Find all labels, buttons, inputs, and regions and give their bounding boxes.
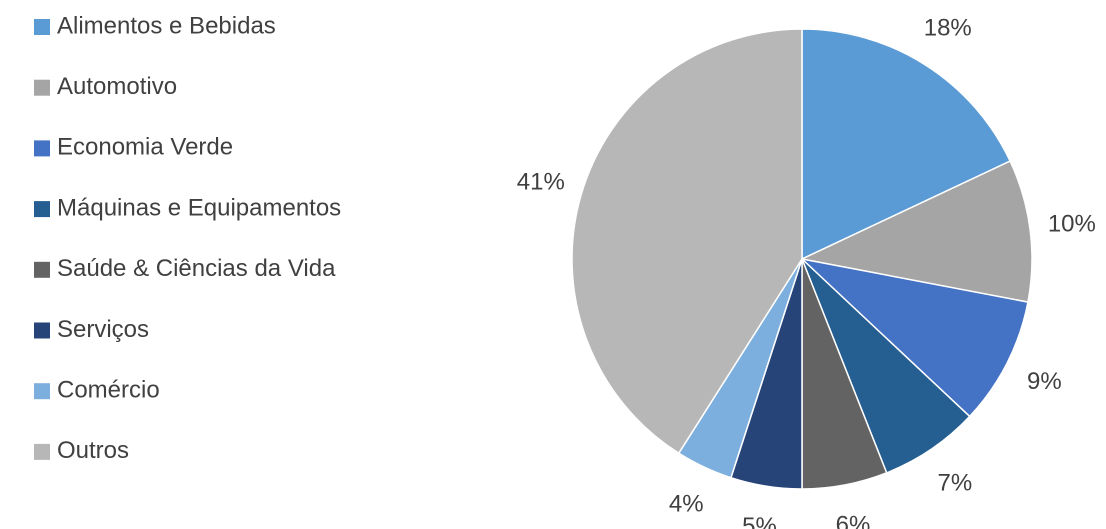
data-label: 7% (938, 469, 973, 496)
pie-slice (801, 258, 971, 474)
legend-label: Serviços (57, 316, 149, 343)
legend-label: Saúde & Ciências da Vida (57, 255, 336, 282)
legend-swatch (34, 201, 50, 218)
pie-slice (801, 28, 1012, 261)
data-label: 4% (669, 490, 704, 517)
legend-label: Comércio (57, 377, 160, 404)
legend-label: Automotivo (57, 73, 177, 100)
data-label: 41% (517, 168, 565, 195)
pie-slice (799, 257, 1029, 418)
legend-label: Máquinas e Equipamentos (57, 194, 341, 221)
legend-label: Outros (57, 437, 129, 464)
legend-swatch (34, 383, 50, 400)
legend-label: Economia Verde (57, 134, 233, 161)
legend-swatch (34, 261, 50, 278)
legend-swatch (34, 140, 50, 157)
data-label: 10% (1048, 210, 1096, 237)
data-label: 18% (924, 15, 972, 42)
legend-swatch (34, 322, 50, 339)
data-label: 6% (836, 512, 871, 529)
legend-label: Alimentos e Bebidas (57, 12, 276, 39)
legend-swatch (34, 79, 50, 96)
legend-swatch (34, 19, 50, 35)
pie-slice (571, 28, 803, 455)
pie-slice (799, 160, 1033, 303)
data-label: 5% (742, 513, 777, 529)
data-label: 9% (1027, 368, 1062, 395)
legend-swatch (34, 443, 50, 460)
